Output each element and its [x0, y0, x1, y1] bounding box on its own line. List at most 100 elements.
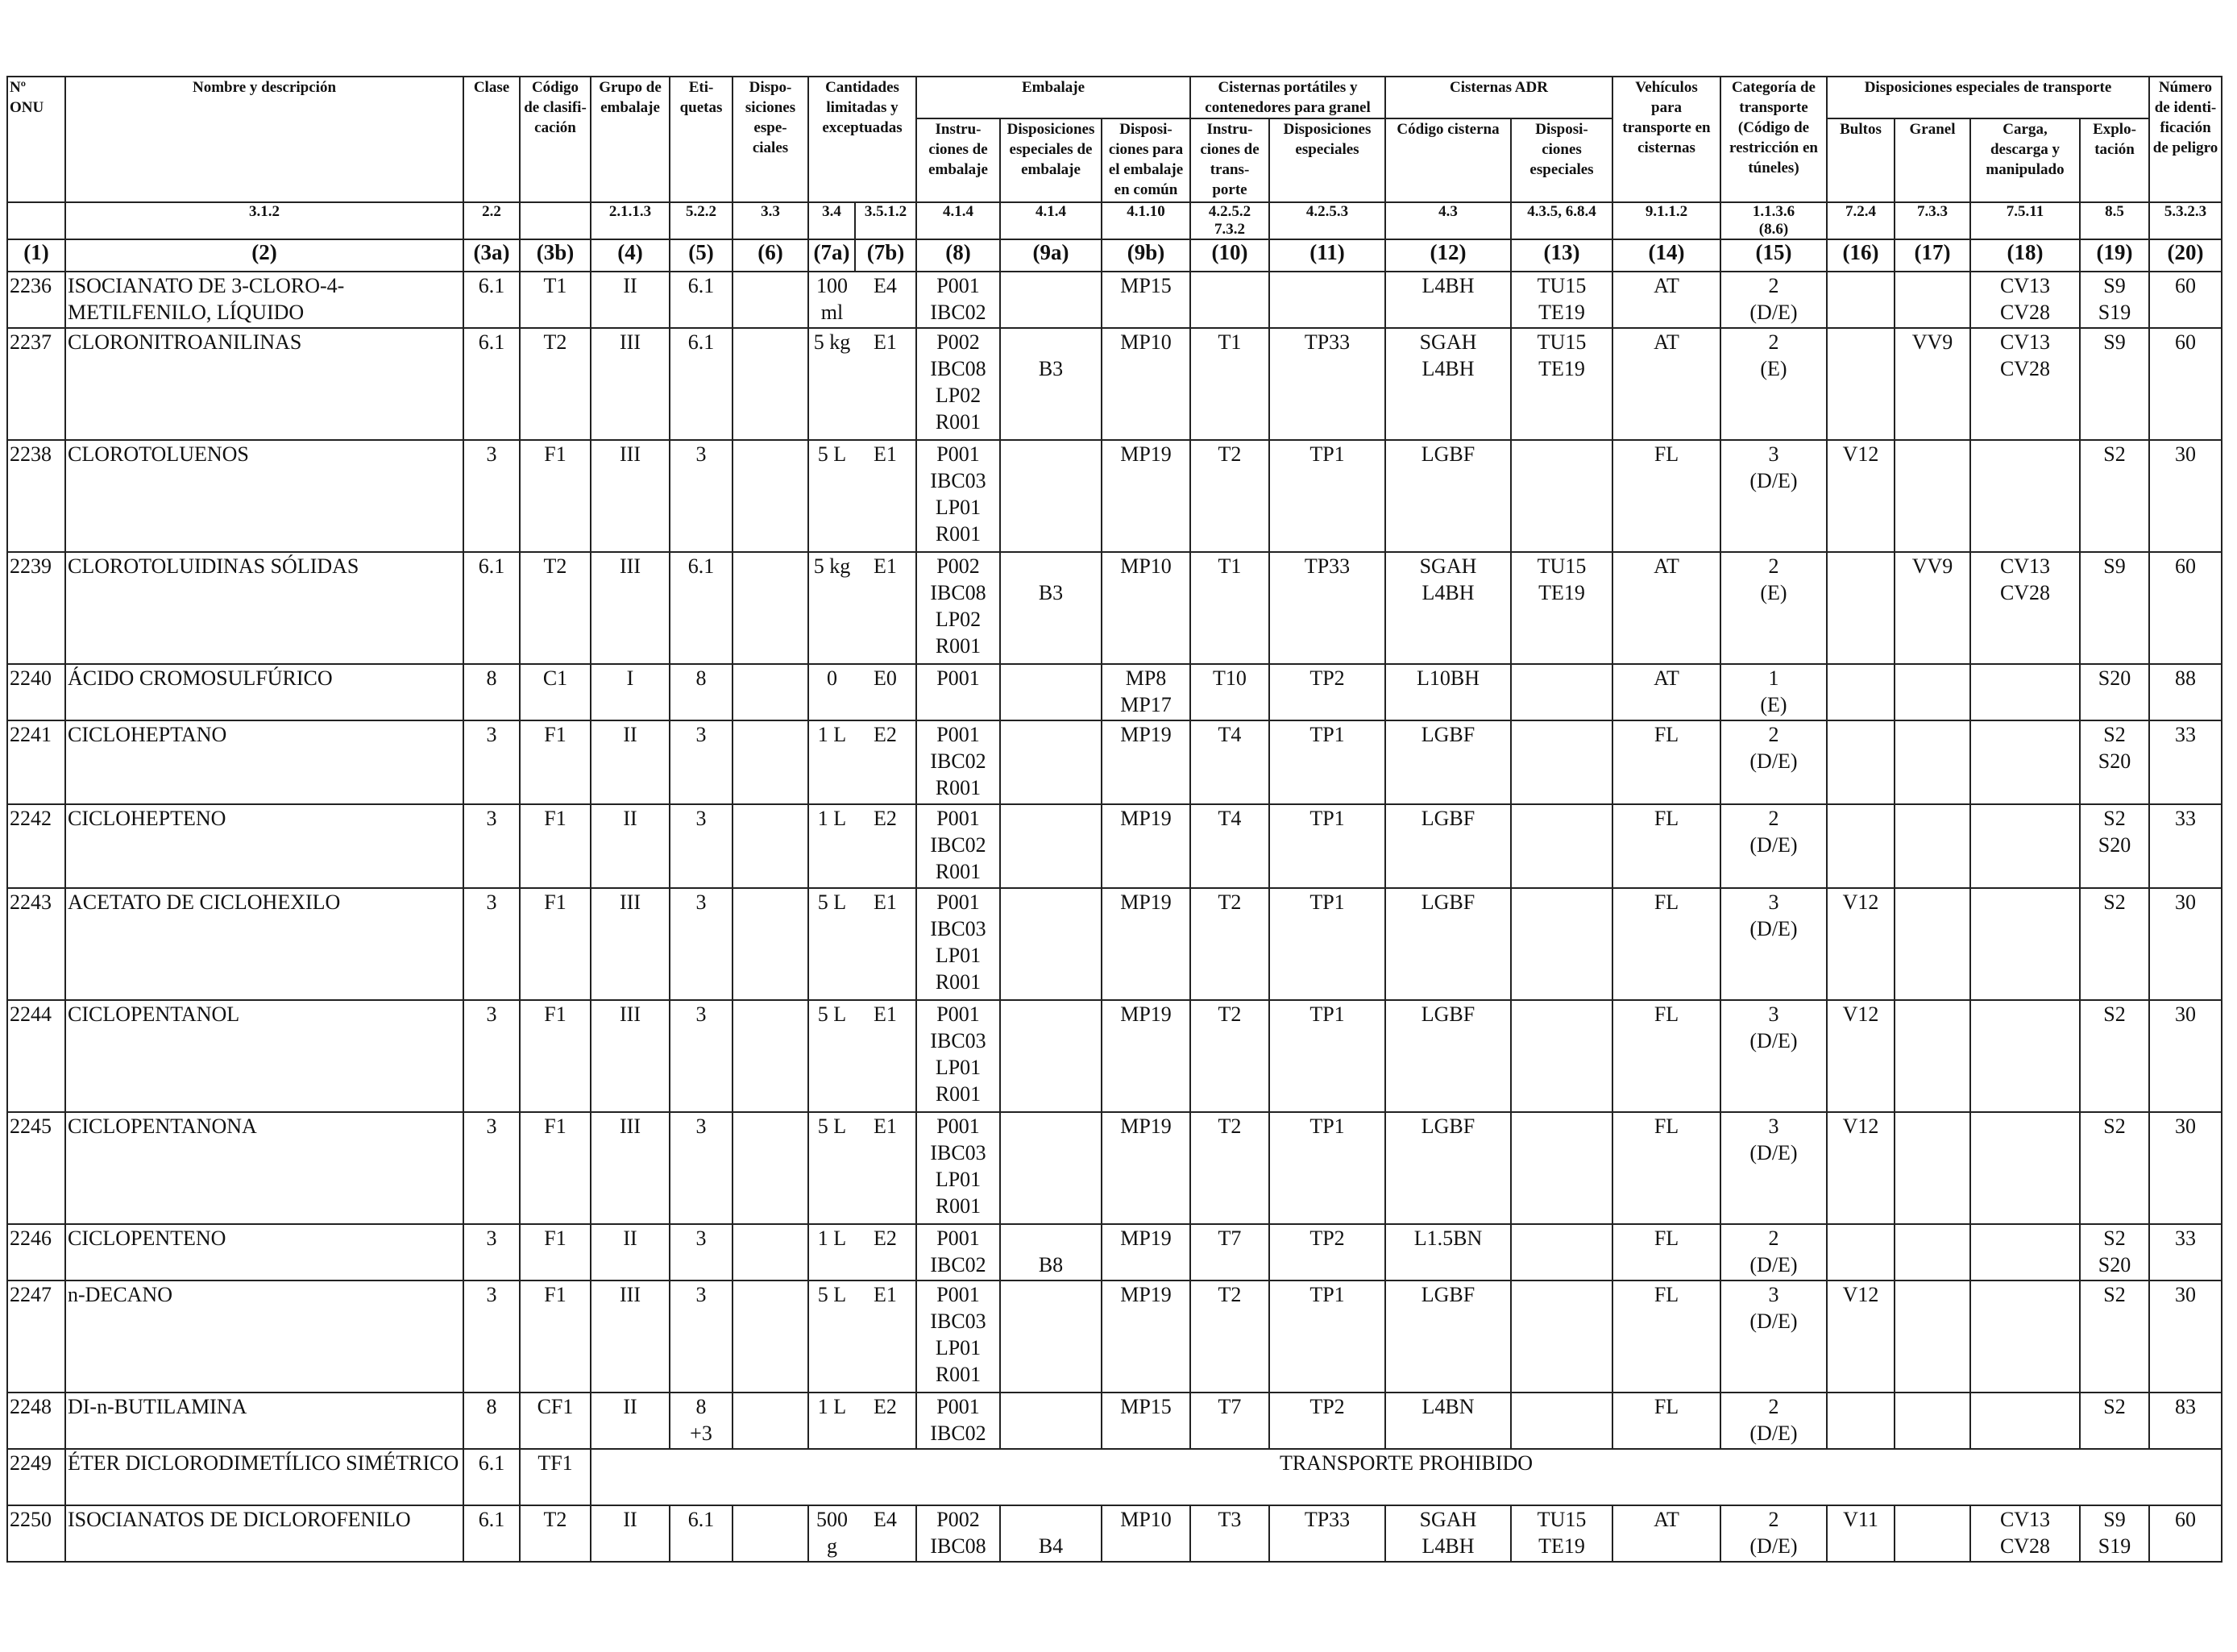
table-row: 2250 ISOCIANATOS DE DICLOROFENILO 6.1 T2 II 6…	[6, 1505, 2222, 1563]
cell-c6	[732, 271, 809, 329]
cell-c9b: MP19	[1101, 1223, 1191, 1281]
cell-c15: 3 (D/E)	[1720, 1111, 1828, 1225]
cell-c11	[1268, 271, 1386, 329]
column-number: (12)	[1384, 239, 1512, 272]
cell-c17	[1894, 1223, 1971, 1281]
column-number: (11)	[1268, 239, 1386, 272]
cell-c11: TP2	[1268, 663, 1386, 721]
cell-c5: 3	[669, 999, 733, 1113]
cell-c8: P001 IBC03 LP01 R001	[915, 1280, 1001, 1393]
cell-c9b: MP15	[1101, 271, 1191, 329]
column-number: (9b)	[1101, 239, 1191, 272]
reference-cell: 2.2	[463, 202, 521, 240]
reference-cell: 4.2.5.2 7.3.2	[1189, 202, 1270, 240]
cell-c18	[1969, 663, 2081, 721]
table-row: 2238 CLOROTOLUENOS 3 F1 III 3 5 L E1 P001 IBC03 …	[6, 439, 2222, 553]
cell-c13: TU15 TE19	[1510, 327, 1613, 441]
cell-c15: 3 (D/E)	[1720, 887, 1828, 1001]
cell-c12: LGBF	[1384, 1111, 1512, 1225]
cell-c8: P001 IBC02 R001	[915, 720, 1001, 805]
cell-c1: 2243	[6, 887, 66, 1001]
cell-c17	[1894, 999, 1971, 1113]
cell-c1: 2249	[6, 1448, 66, 1506]
cell-c9a: B8	[999, 1223, 1102, 1281]
cell-c19: S2 S20	[2079, 720, 2150, 805]
cell-c10: T2	[1189, 999, 1270, 1113]
cell-c9b: MP19	[1101, 1280, 1191, 1393]
cell-c6	[732, 803, 809, 889]
cell-c17: VV9	[1894, 327, 1971, 441]
cell-c10: T4	[1189, 720, 1270, 805]
cell-c17	[1894, 663, 1971, 721]
cell-c4: II	[590, 1392, 670, 1450]
cell-c7a: 5 kg	[807, 551, 855, 665]
cell-c9a	[999, 720, 1102, 805]
cell-c4: II	[590, 803, 670, 889]
column-number: (15)	[1720, 239, 1828, 272]
cell-c18	[1969, 803, 2081, 889]
table-row: 2236 ISOCIANATO DE 3-CLORO-4- METILFENILO…	[6, 271, 2222, 329]
cell-c16: V11	[1826, 1505, 1895, 1563]
cell-c7a: 5 L	[807, 439, 855, 553]
cell-c5: 6.1	[669, 327, 733, 441]
cell-c3b: F1	[519, 803, 591, 889]
cell-c6	[732, 1505, 809, 1563]
reference-cell: 3.3	[732, 202, 809, 240]
cell-c3a: 3	[463, 720, 521, 805]
cell-c16	[1826, 1392, 1895, 1450]
cell-c2: CICLOPENTENO	[64, 1223, 464, 1281]
column-number: (3b)	[519, 239, 591, 272]
cell-c6	[732, 999, 809, 1113]
cell-c20: 33	[2148, 720, 2222, 805]
cell-c10	[1189, 271, 1270, 329]
reference-cell: 4.3.5, 6.8.4	[1510, 202, 1613, 240]
cell-c12: LGBF	[1384, 887, 1512, 1001]
cell-c19: S9 S19	[2079, 1505, 2150, 1563]
reference-cell: 4.1.4	[915, 202, 1001, 240]
cell-c16	[1826, 663, 1895, 721]
cell-c14: FL	[1612, 439, 1721, 553]
cell-c18	[1969, 1392, 2081, 1450]
cell-c10: T2	[1189, 1111, 1270, 1225]
reference-cell: 3.5.1.2	[854, 202, 917, 240]
cell-c19: S9 S19	[2079, 271, 2150, 329]
cell-c1: 2236	[6, 271, 66, 329]
cell-c6	[732, 887, 809, 1001]
cell-c15: 2 (D/E)	[1720, 1223, 1828, 1281]
cell-c14: FL	[1612, 1392, 1721, 1450]
cell-c20: 88	[2148, 663, 2222, 721]
cell-c10: T7	[1189, 1392, 1270, 1450]
cell-c2: ISOCIANATOS DE DICLOROFENILO	[64, 1505, 464, 1563]
cell-c7b: E1	[855, 439, 917, 553]
column-number: (6)	[732, 239, 809, 272]
cell-c3a: 3	[463, 439, 521, 553]
cell-c13	[1510, 1280, 1613, 1393]
cell-c14: FL	[1612, 1223, 1721, 1281]
cell-c9b: MP10	[1101, 1505, 1191, 1563]
header-categoria: Categoría de transporte (Código de restr…	[1720, 76, 1828, 203]
cell-c14: AT	[1612, 551, 1721, 665]
cell-c15: 2 (D/E)	[1720, 1505, 1828, 1563]
cell-c2: CICLOHEPTENO	[64, 803, 464, 889]
cell-c14: FL	[1612, 887, 1721, 1001]
cell-c6	[732, 551, 809, 665]
cell-c18	[1969, 1111, 2081, 1225]
reference-cell: 4.2.5.3	[1268, 202, 1386, 240]
header-disposiciones-transporte: Disposiciones especiales de transporte	[1826, 76, 2150, 119]
cell-c14: AT	[1612, 663, 1721, 721]
cell-c20: 30	[2148, 1111, 2222, 1225]
table-row: 2247 n-DECANO 3 F1 III 3 5 L E1 P001 IBC03 LP01 …	[6, 1280, 2222, 1393]
cell-c18	[1969, 439, 2081, 553]
cell-c1: 2250	[6, 1505, 66, 1563]
header-instrucciones-embalaje: Instru- ciones de embalaje	[915, 118, 1001, 203]
cell-c1: 2246	[6, 1223, 66, 1281]
cell-c14: AT	[1612, 327, 1721, 441]
cell-c7a: 0	[807, 663, 855, 721]
cell-c18: CV13 CV28	[1969, 1505, 2081, 1563]
cell-c11: TP1	[1268, 1111, 1386, 1225]
cell-c2: CLOROTOLUIDINAS SÓLIDAS	[64, 551, 464, 665]
cell-c7b: E1	[855, 1111, 917, 1225]
cell-c10: T2	[1189, 887, 1270, 1001]
cell-c9a: B3	[999, 551, 1102, 665]
cell-c15: 1 (E)	[1720, 663, 1828, 721]
